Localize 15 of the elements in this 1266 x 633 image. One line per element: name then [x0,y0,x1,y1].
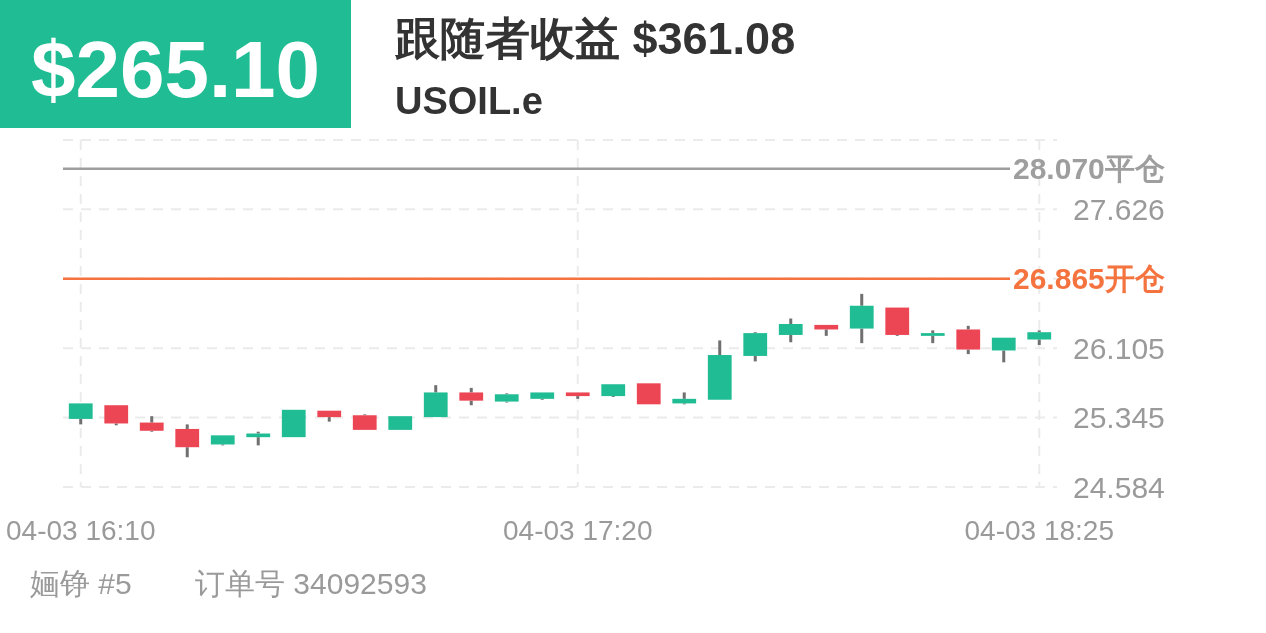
ref-line-label: 28.070平仓 [1013,152,1165,186]
text: 婳铮 #5 [30,567,132,600]
y-tick-label: 25.345 [1073,401,1165,435]
header: $265.10 跟随者收益 $361.08 USOIL.e [0,0,796,128]
x-tick-label: 04-03 18:25 [964,515,1114,546]
text: 订单号 34092593 [195,567,427,600]
chart-title: 跟随者收益 $361.08 [394,13,796,64]
x-tick-label: 04-03 16:10 [6,515,156,546]
chart-subtitle: USOIL.e [395,80,543,122]
y-tick-label: 27.626 [1073,192,1165,226]
x-tick-label: 04-03 17:20 [503,515,653,546]
y-tick-label: 24.584 [1073,470,1165,504]
y-tick-label: 26.105 [1073,331,1165,365]
ref-line-label: 26.865开仓 [1013,262,1165,296]
badge: $265.10 [0,0,351,128]
